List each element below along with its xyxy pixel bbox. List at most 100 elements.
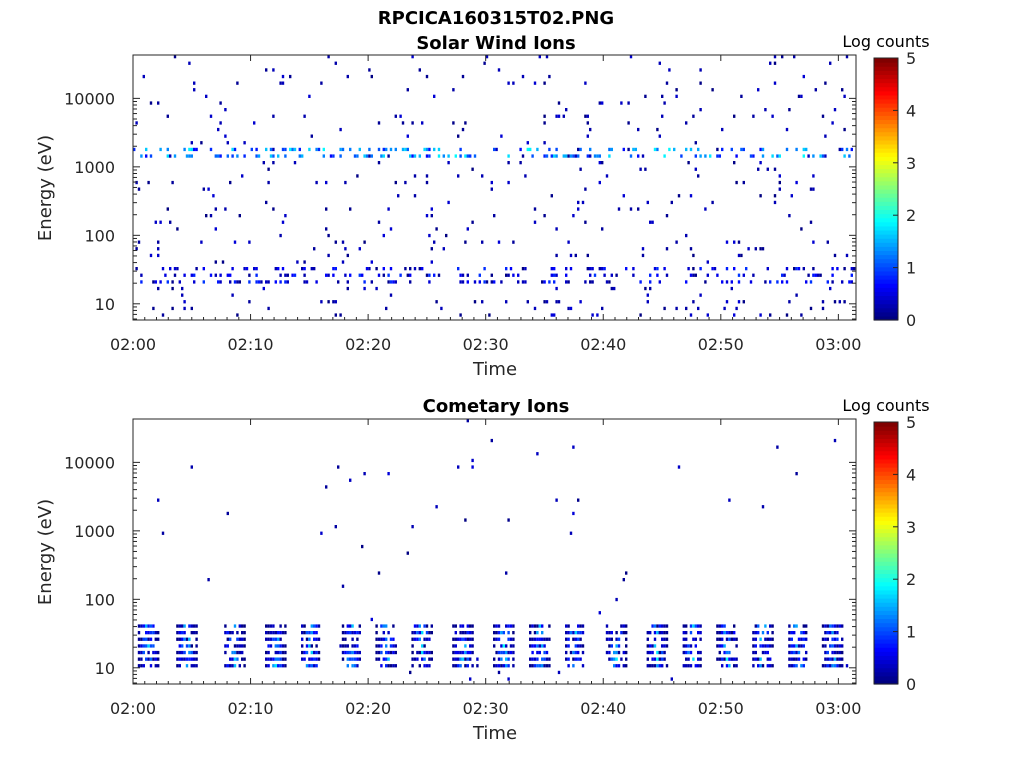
heatmap-cell <box>658 134 661 138</box>
heatmap-cell <box>442 154 445 158</box>
heatmap-cell <box>841 280 844 284</box>
heatmap-cell <box>425 273 429 277</box>
heatmap-cell <box>533 644 537 648</box>
heatmap-cell <box>274 280 277 284</box>
heatmap-cell <box>567 631 570 635</box>
plot-frame-solar-wind <box>132 54 857 321</box>
heatmap-cell <box>284 154 287 158</box>
colorbar-segment <box>874 311 898 317</box>
heatmap-cell <box>526 141 529 145</box>
heatmap-cell <box>375 631 378 635</box>
heatmap-cell <box>195 650 198 655</box>
heatmap-cell <box>754 657 757 661</box>
heatmap-cell <box>308 664 311 668</box>
heatmap-cell <box>229 664 232 668</box>
heatmap-cell <box>685 280 688 284</box>
heatmap-cell <box>658 650 661 655</box>
heatmap-cell <box>238 280 241 284</box>
y-tick-label: 1000 <box>74 522 115 541</box>
heatmap-cell <box>543 121 546 125</box>
heatmap-cell <box>579 631 582 635</box>
heatmap-cell <box>349 478 352 482</box>
heatmap-cell <box>327 253 330 258</box>
colorbar-segment <box>874 184 898 190</box>
heatmap-cell <box>224 624 227 628</box>
heatmap-cell <box>694 644 697 648</box>
heatmap-cell <box>394 114 397 118</box>
heatmap-cell <box>176 227 179 231</box>
heatmap-cell <box>413 637 417 641</box>
heatmap-cell <box>634 147 637 152</box>
heatmap-cell <box>272 114 275 118</box>
heatmap-cell <box>826 657 829 661</box>
colorbar-segment <box>874 593 898 599</box>
heatmap-cell <box>507 650 510 655</box>
heatmap-cell <box>229 180 232 185</box>
heatmap-cell <box>524 280 527 284</box>
heatmap-cell <box>226 154 229 158</box>
heatmap-cell <box>601 267 604 271</box>
heatmap-cell <box>224 644 227 648</box>
heatmap-cell <box>142 644 145 648</box>
heatmap-cell <box>281 267 285 271</box>
heatmap-cell <box>610 286 613 291</box>
heatmap-cell <box>577 624 580 628</box>
heatmap-cell <box>730 280 733 284</box>
heatmap-cell <box>418 68 421 72</box>
heatmap-cell <box>346 624 349 628</box>
colorbar-segment <box>874 557 898 562</box>
heatmap-cell <box>229 631 232 635</box>
heatmap-cell <box>471 624 474 628</box>
heatmap-cell <box>464 664 467 668</box>
heatmap-cell <box>543 154 546 158</box>
heatmap-cell <box>788 624 791 628</box>
heatmap-cell <box>531 154 534 158</box>
heatmap-cell <box>471 664 474 668</box>
heatmap-cell <box>509 644 513 648</box>
heatmap-cell <box>356 637 359 641</box>
heatmap-cell <box>464 631 467 635</box>
heatmap-cell <box>152 306 155 311</box>
heatmap-cell <box>569 650 573 655</box>
heatmap-cell <box>649 273 652 277</box>
heatmap-cell <box>495 147 498 152</box>
heatmap-cell <box>466 273 469 277</box>
heatmap-cell <box>377 657 381 661</box>
heatmap-cell <box>598 611 601 615</box>
heatmap-cell <box>404 180 407 185</box>
heatmap-cell <box>457 267 460 271</box>
heatmap-cell <box>725 300 729 304</box>
heatmap-cell <box>689 194 693 198</box>
heatmap-cell <box>464 657 467 661</box>
heatmap-cell <box>353 644 357 648</box>
heatmap-cell <box>524 174 527 178</box>
heatmap-cell <box>836 631 839 635</box>
heatmap-cell <box>622 194 625 198</box>
colorbar-segment <box>874 454 898 460</box>
heatmap-cell <box>303 624 306 628</box>
heatmap-cell <box>543 141 546 145</box>
heatmap-cell <box>301 637 304 641</box>
heatmap-cell <box>725 240 729 244</box>
heatmap-cell <box>469 657 472 661</box>
heatmap-cell <box>269 657 273 661</box>
heatmap-cell <box>790 631 793 635</box>
heatmap-cell <box>598 161 601 165</box>
heatmap-cell <box>687 650 690 655</box>
heatmap-cell <box>646 293 649 297</box>
heatmap-cell <box>711 267 714 271</box>
heatmap-cell <box>209 214 213 218</box>
heatmap-cell <box>310 267 313 271</box>
heatmap-cell <box>766 664 769 668</box>
heatmap-cell <box>653 267 657 271</box>
heatmap-cell <box>291 273 294 277</box>
colorbar-segment <box>874 569 898 575</box>
heatmap-cell <box>553 280 556 284</box>
heatmap-cell <box>397 194 400 198</box>
heatmap-cell <box>543 637 546 641</box>
heatmap-cell <box>824 631 827 635</box>
heatmap-cell <box>147 650 150 655</box>
heatmap-cell <box>382 273 385 277</box>
heatmap-cell <box>284 147 287 152</box>
